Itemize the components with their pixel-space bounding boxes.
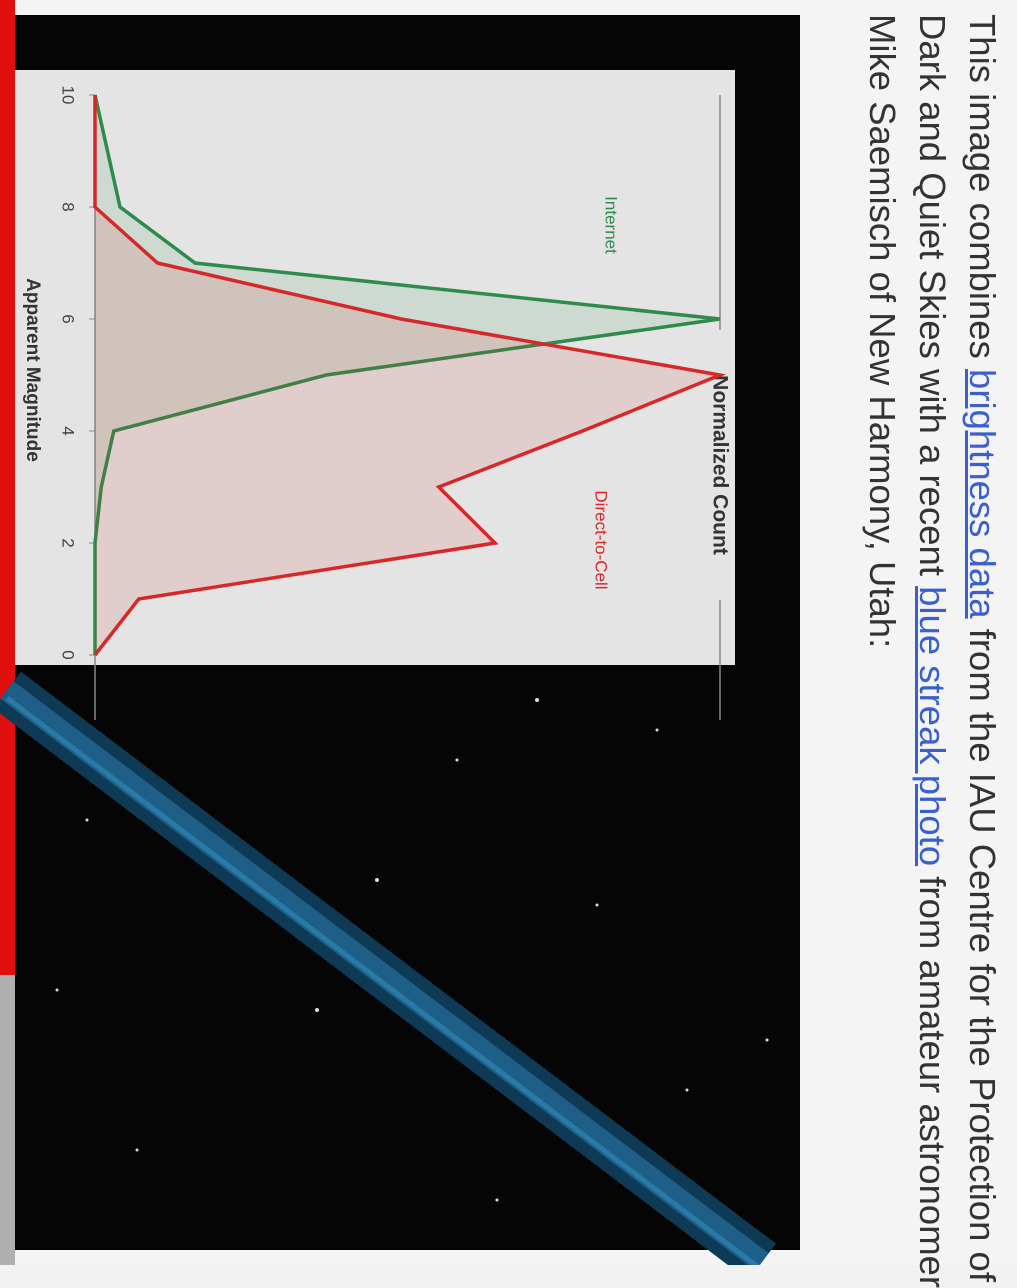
area (95, 95, 720, 655)
stars (55, 698, 769, 1202)
series-line (93, 95, 727, 657)
x-tick-label: 10 (59, 86, 78, 105)
series-label: Internet (602, 196, 621, 254)
area (95, 95, 720, 655)
x-tick-label: 2 (59, 538, 78, 547)
blue-streak (0, 671, 776, 1265)
grey-bar (0, 975, 15, 1265)
red-bar (0, 0, 15, 975)
x-tick-label: 0 (59, 650, 78, 659)
title-bg (706, 330, 732, 600)
series-line (93, 94, 721, 655)
chart-title: Normalized Count (708, 375, 731, 555)
x-axis-label: Apparent Magnitude (22, 278, 43, 462)
x-tick-label: 8 (59, 202, 78, 211)
x-tick-label: 6 (59, 314, 78, 323)
x-tick-label: 4 (59, 426, 78, 435)
series-label: Direct-to-Cell (592, 490, 611, 589)
